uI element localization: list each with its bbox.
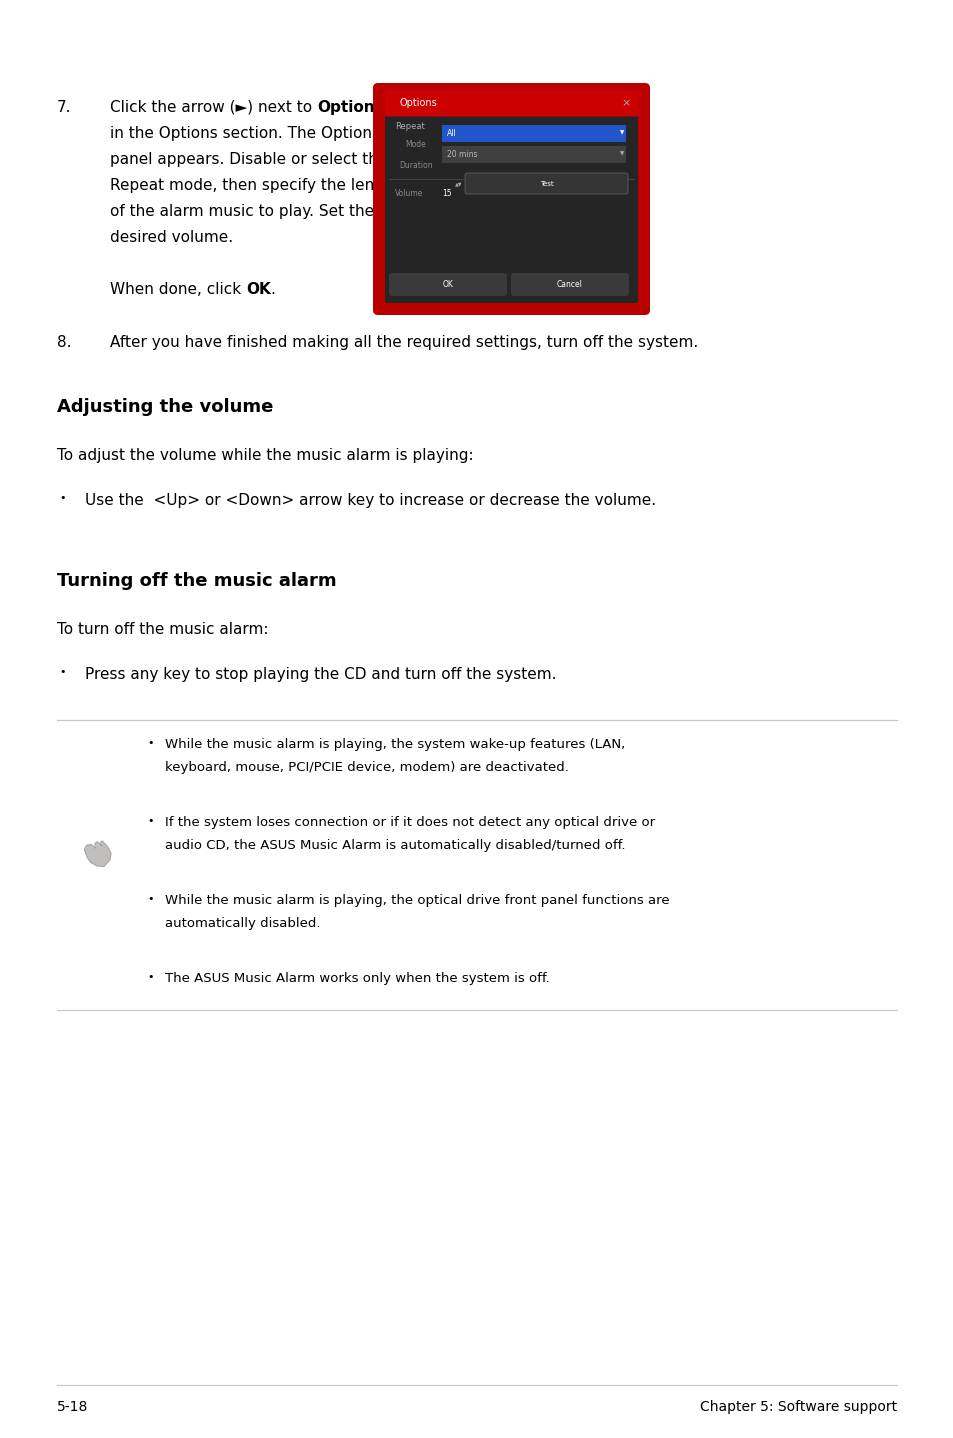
Text: Test: Test	[539, 181, 553, 187]
Text: •: •	[147, 894, 153, 905]
Text: Press any key to stop playing the CD and turn off the system.: Press any key to stop playing the CD and…	[85, 667, 556, 682]
Text: •: •	[147, 972, 153, 982]
FancyBboxPatch shape	[441, 125, 625, 142]
Text: When done, click: When done, click	[110, 282, 246, 298]
Text: Options: Options	[316, 101, 383, 115]
Text: Cancel: Cancel	[557, 280, 582, 289]
Text: Use the  <Up> or <Down> arrow key to increase or decrease the volume.: Use the <Up> or <Down> arrow key to incr…	[85, 493, 656, 508]
Text: The ASUS Music Alarm works only when the system is off.: The ASUS Music Alarm works only when the…	[165, 972, 549, 985]
Text: To adjust the volume while the music alarm is playing:: To adjust the volume while the music ala…	[57, 449, 473, 463]
Text: Repeat mode, then specify the length: Repeat mode, then specify the length	[110, 178, 399, 193]
Text: automatically disabled.: automatically disabled.	[165, 917, 320, 930]
Text: keyboard, mouse, PCI/PCIE device, modem) are deactivated.: keyboard, mouse, PCI/PCIE device, modem)…	[165, 761, 568, 774]
Text: Chapter 5: Software support: Chapter 5: Software support	[700, 1401, 896, 1414]
FancyBboxPatch shape	[389, 273, 506, 296]
Text: ▼: ▼	[619, 131, 623, 135]
Text: audio CD, the ASUS Music Alarm is automatically disabled/turned off.: audio CD, the ASUS Music Alarm is automa…	[165, 838, 625, 851]
Text: Repeat: Repeat	[395, 122, 424, 131]
Text: in the Options section. The Options: in the Options section. The Options	[110, 127, 379, 141]
Text: 8.: 8.	[57, 335, 71, 349]
Text: 15: 15	[441, 188, 451, 198]
Text: ▲▼: ▲▼	[455, 181, 462, 187]
Text: Volume: Volume	[395, 188, 423, 198]
Text: 20 mins: 20 mins	[447, 150, 477, 158]
FancyBboxPatch shape	[464, 173, 627, 194]
Text: OK: OK	[442, 280, 453, 289]
Text: panel appears. Disable or select the: panel appears. Disable or select the	[110, 152, 387, 167]
Text: •: •	[147, 815, 153, 825]
Text: ▼: ▼	[619, 151, 623, 157]
FancyBboxPatch shape	[385, 108, 638, 303]
Text: To turn off the music alarm:: To turn off the music alarm:	[57, 623, 268, 637]
Text: All: All	[447, 128, 456, 138]
Text: After you have finished making all the required settings, turn off the system.: After you have finished making all the r…	[110, 335, 698, 349]
Text: If the system loses connection or if it does not detect any optical drive or: If the system loses connection or if it …	[165, 815, 655, 828]
Text: While the music alarm is playing, the optical drive front panel functions are: While the music alarm is playing, the op…	[165, 894, 669, 907]
Text: .: .	[271, 282, 275, 298]
Text: ×: ×	[620, 98, 630, 108]
Text: While the music alarm is playing, the system wake-up features (LAN,: While the music alarm is playing, the sy…	[165, 738, 624, 751]
Text: of the alarm music to play. Set the: of the alarm music to play. Set the	[110, 204, 374, 219]
Text: 5-18: 5-18	[57, 1401, 89, 1414]
Text: •: •	[59, 493, 66, 503]
FancyBboxPatch shape	[373, 83, 649, 315]
Text: Duration: Duration	[398, 161, 432, 170]
Text: Options: Options	[398, 98, 436, 108]
Text: desired volume.: desired volume.	[110, 230, 233, 244]
Text: Mode: Mode	[405, 139, 425, 150]
Text: •: •	[147, 738, 153, 748]
Text: Turning off the music alarm: Turning off the music alarm	[57, 572, 336, 590]
Text: OK: OK	[246, 282, 271, 298]
FancyBboxPatch shape	[441, 147, 625, 162]
Text: Click the arrow (►) next to: Click the arrow (►) next to	[110, 101, 316, 115]
Text: 7.: 7.	[57, 101, 71, 115]
Text: Adjusting the volume: Adjusting the volume	[57, 398, 274, 416]
FancyBboxPatch shape	[385, 91, 638, 116]
Text: •: •	[59, 667, 66, 677]
Polygon shape	[84, 841, 112, 867]
FancyBboxPatch shape	[511, 273, 628, 296]
